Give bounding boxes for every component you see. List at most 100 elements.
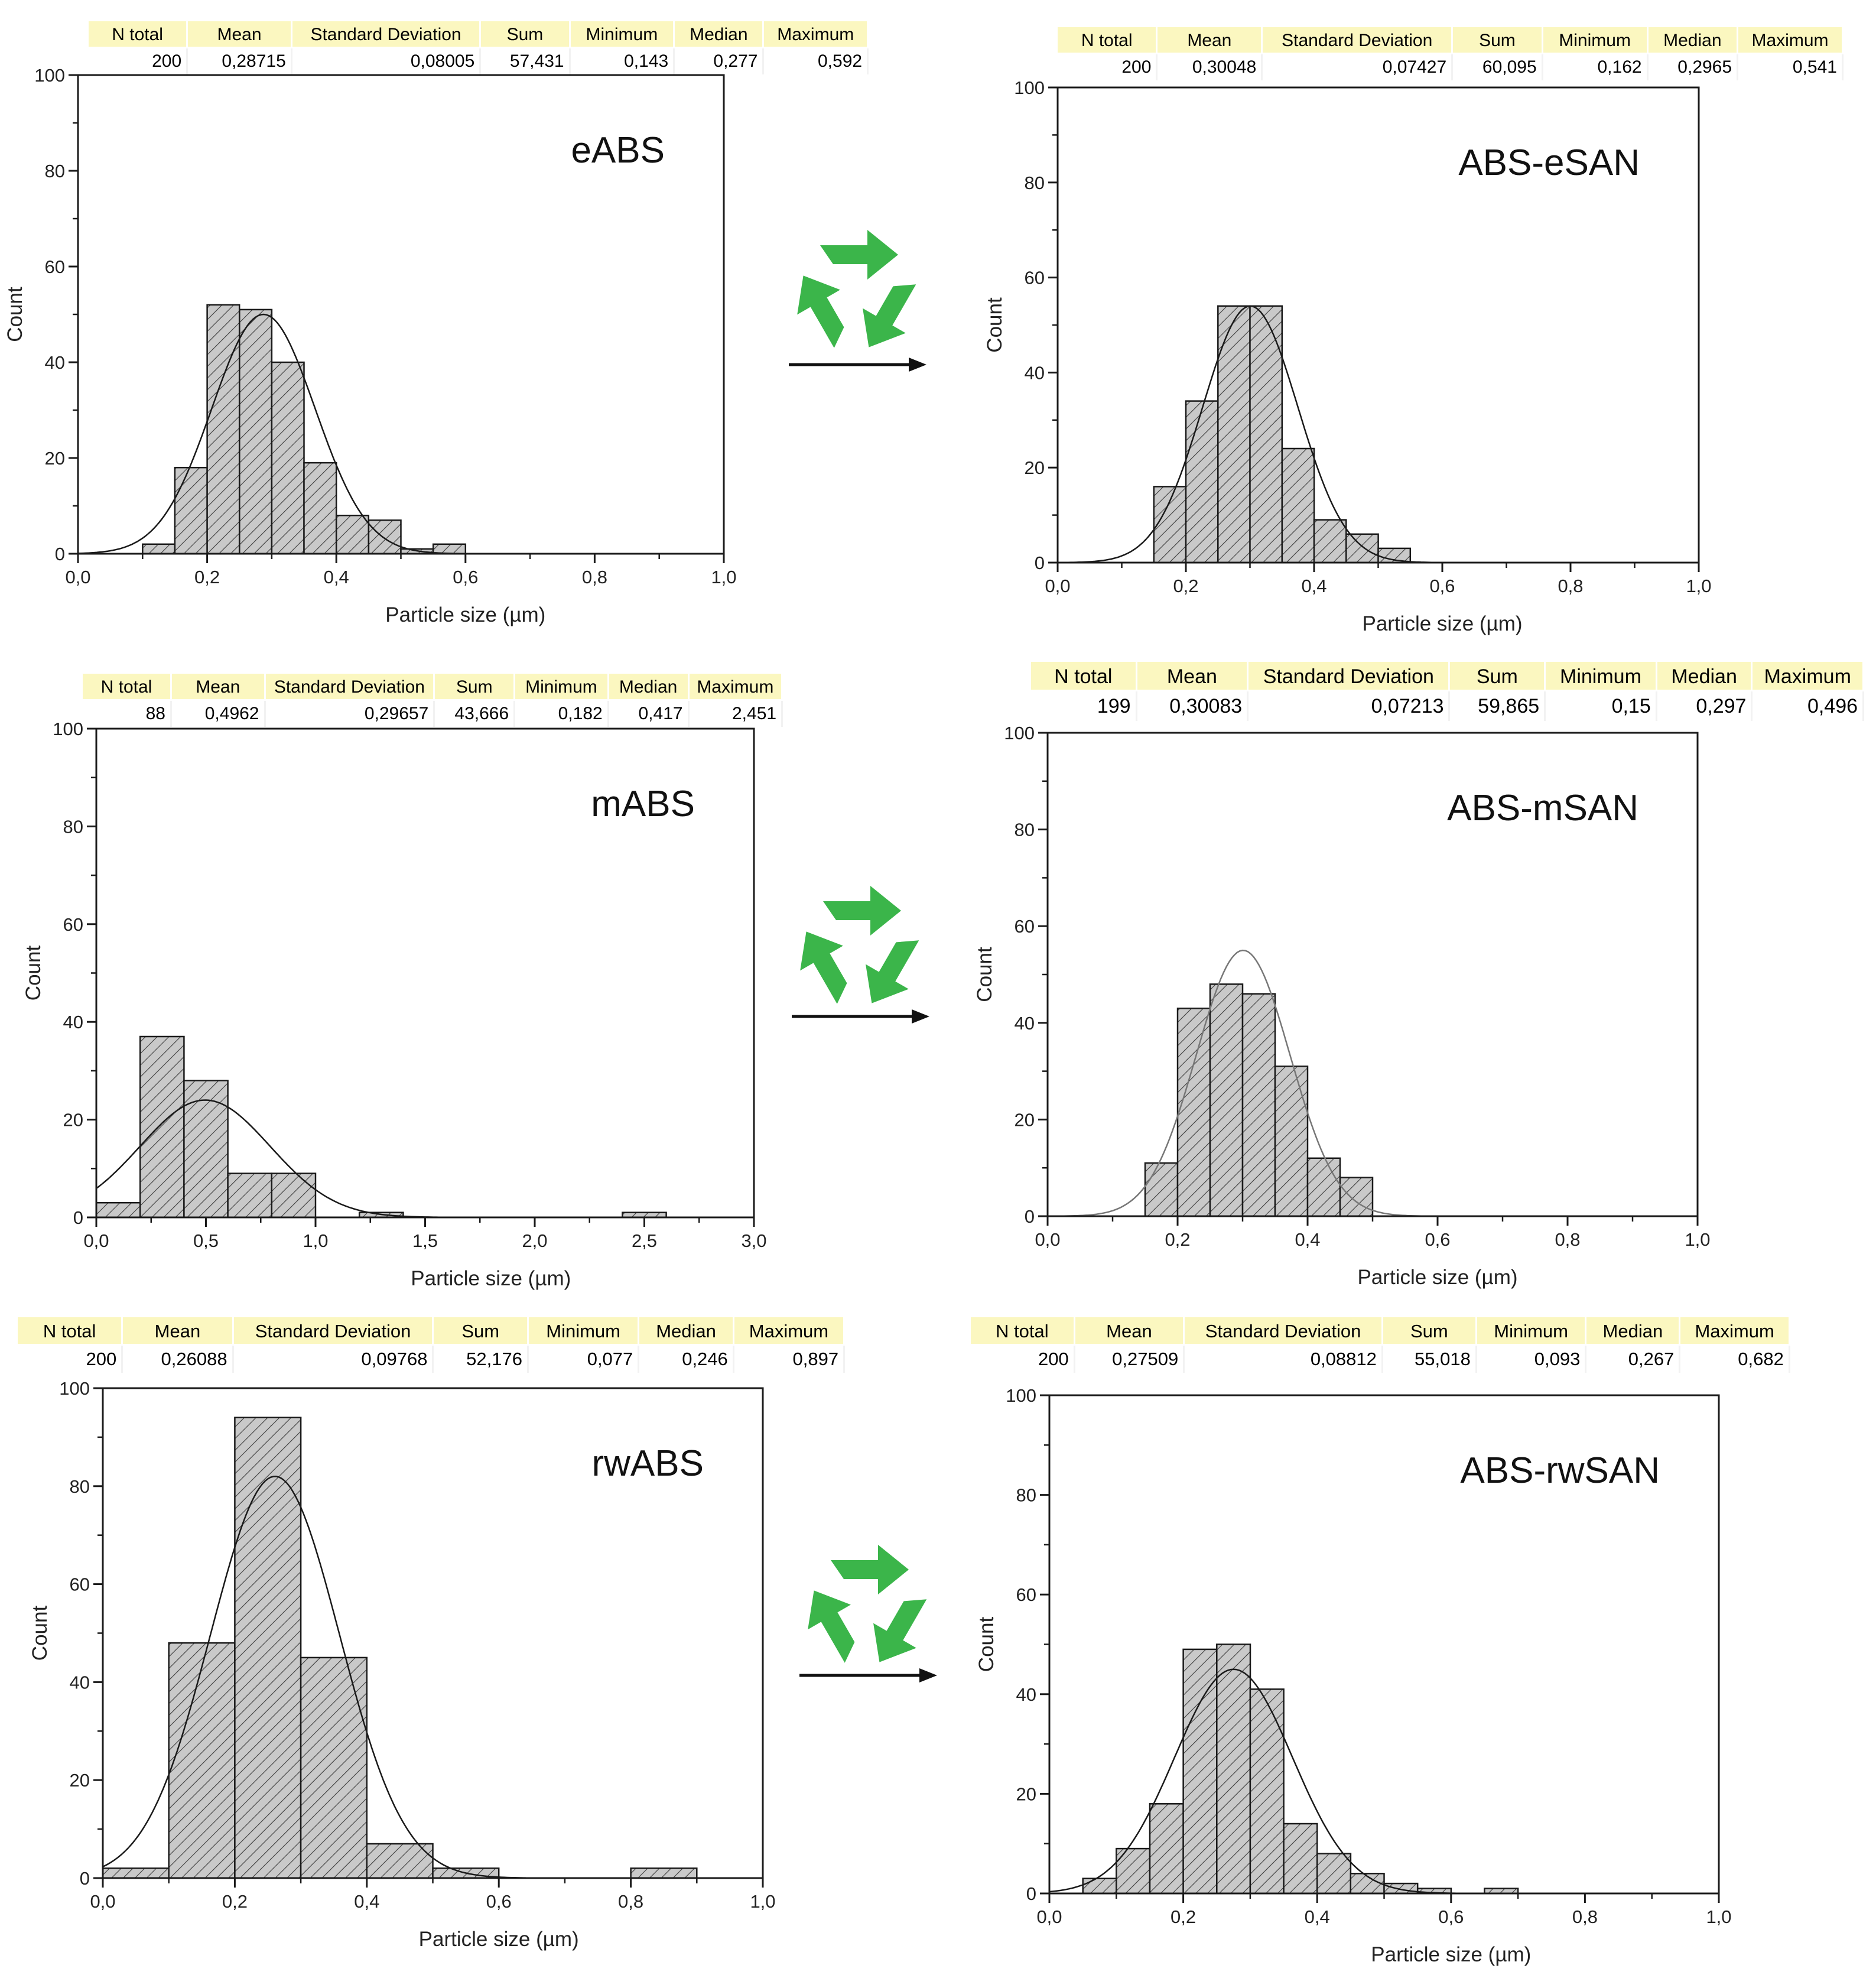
x-tick-label: 2,5 [632,1230,657,1251]
recycle-icon [808,1545,927,1663]
x-tick-label: 0,2 [194,567,220,587]
histogram-bar [227,1172,273,1219]
histogram-bar [95,1201,141,1219]
x-tick-label: 0,0 [1036,1906,1062,1927]
y-tick-label: 60 [1015,916,1035,937]
panel-title: mABS [591,784,695,824]
histogram-bar [1209,983,1244,1217]
y-tick-label: 40 [70,1672,90,1693]
histogram-bar [1306,1157,1341,1217]
stats-value-cell: 0,592 [764,48,869,74]
stats-header-cell: Standard Deviation [233,1317,434,1346]
y-tick-label: 60 [1025,268,1045,288]
histogram-bar [368,519,402,555]
histogram-bar [102,1867,170,1879]
stats-header-cell: Minimum [1543,27,1649,54]
histogram-bar [206,304,240,555]
y-tick-label: 60 [63,914,83,935]
histogram-bar [1116,1847,1151,1895]
histogram-bar [234,1417,302,1879]
x-tick-label: 0,2 [1173,576,1198,596]
stats-header-cell: Minimum [1477,1317,1587,1346]
y-tick-label: 20 [70,1770,90,1791]
stats-value-cell: 60,095 [1453,54,1543,80]
y-tick-label: 20 [1025,457,1045,478]
x-tick-label: 0,2 [222,1891,248,1912]
stats-header-cell: Maximum [1680,1317,1790,1346]
stats-header-cell: Maximum [764,21,869,48]
histogram-bar [139,1035,185,1219]
stats-table-6: N total Mean Standard Deviation Sum Minimum M… [971,1317,1790,1373]
histogram-bar [1316,1853,1352,1895]
stats-value-cell: 0,246 [639,1346,734,1373]
x-axis-label: Particle size (µm) [1371,1943,1531,1966]
stats-value-cell: 59,865 [1450,691,1546,721]
stats-value-cell: 0,29657 [266,701,435,727]
stats-value-cell: 0,30083 [1137,691,1249,721]
stats-value-cell: 0,496 [1753,691,1865,721]
stats-value-cell: 0,07213 [1249,691,1451,721]
y-tick-label: 100 [59,1378,90,1399]
panel-title: ABS-mSAN [1447,788,1638,829]
stats-header-cell: Sum [1453,27,1543,54]
stats-header-cell: Sum [434,1317,529,1346]
histogram-bar [1283,1823,1318,1895]
x-tick-label: 0,6 [1438,1906,1464,1927]
panel-title: rwABS [592,1443,704,1484]
y-tick-label: 0 [1025,1206,1035,1227]
y-tick-label: 20 [1015,1109,1035,1130]
stats-header-cell: Median [675,21,765,48]
y-tick-label: 100 [1004,723,1035,743]
stats-header-cell: Median [1657,662,1753,691]
y-tick-label: 20 [1016,1784,1036,1804]
stats-header-cell: Standard Deviation [1249,662,1451,691]
x-axis-label: Particle size (µm) [411,1267,571,1290]
stats-header-cell: N total [89,21,188,48]
y-tick-label: 80 [1016,1485,1036,1506]
histogram-bar [271,361,305,555]
y-tick-label: 60 [70,1574,90,1595]
stats-header-cell: Standard Deviation [1185,1317,1383,1346]
y-axis-label: Count [973,947,996,1002]
x-tick-label: 1,0 [1686,576,1711,596]
stats-value-cell: 0,267 [1586,1346,1681,1373]
x-tick-label: 1,0 [750,1891,775,1912]
recycle-icon [797,230,916,348]
stats-header-cell: Mean [1075,1317,1185,1346]
histogram-bar [1281,447,1315,564]
x-axis-label: Particle size (µm) [1357,1266,1517,1289]
panel-title: eABS [571,130,665,171]
y-tick-label: 40 [63,1012,83,1032]
stats-value-cell: 200 [971,1346,1075,1373]
y-tick-label: 100 [1014,77,1045,98]
x-axis-label: Particle size (µm) [1362,612,1522,635]
stats-value-cell: 0,417 [609,701,690,727]
stats-value-cell: 0,30048 [1158,54,1263,80]
x-tick-label: 0,6 [1425,1229,1450,1250]
y-tick-label: 40 [1025,362,1045,383]
histogram-bar [1149,1803,1184,1895]
stats-table-3: N total Mean Standard Deviation Sum Minimum M… [83,674,783,727]
stats-value-cell: 0,15 [1546,691,1657,721]
stats-value-cell: 0,08812 [1185,1346,1383,1373]
stats-header-cell: Maximum [689,674,783,701]
histogram-panel-3: 0 20 40 60 80 100 0,0 0,5 1,0 1,5 2,0 2,5 3,0 Particl… [22,719,767,1290]
stats-value-cell: 0,4962 [172,701,266,727]
y-tick-label: 100 [1006,1385,1036,1406]
histogram-bar [1082,1877,1117,1895]
stats-header-cell: Mean [1137,662,1249,691]
stats-value-cell: 0,897 [734,1346,846,1373]
histogram-panel-5: 0 20 40 60 80 100 0,0 0,2 0,4 0,6 0,8 1,0 Particle s… [28,1378,776,1951]
x-tick-label: 2,0 [522,1230,547,1251]
y-tick-label: 80 [63,816,83,837]
y-axis-label: Count [975,1617,998,1672]
stats-value-cell: 55,018 [1383,1346,1477,1373]
stats-header-cell: Median [609,674,690,701]
x-tick-label: 1,0 [711,567,736,587]
stats-header-cell: Minimum [570,21,675,48]
x-tick-label: 0,8 [582,567,607,587]
stats-value-cell: 0,162 [1543,54,1649,80]
histogram-bar [1274,1066,1309,1217]
stats-header-cell: Standard Deviation [265,674,435,701]
stats-table-5: N total Mean Standard Deviation Sum Minimum M… [18,1317,846,1373]
